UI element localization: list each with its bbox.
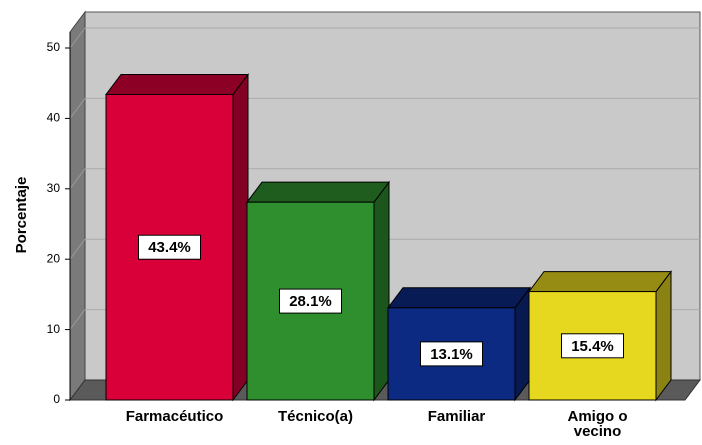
y-tick-label: 10 xyxy=(47,322,61,336)
value-label-box xyxy=(279,288,342,314)
grid-line xyxy=(69,168,86,190)
bar-top xyxy=(387,287,531,309)
grid-line xyxy=(69,309,86,330)
bar-side xyxy=(373,180,390,402)
bar-side xyxy=(655,270,672,402)
y-tick-label: 20 xyxy=(47,251,61,265)
y-tick-label: 50 xyxy=(47,40,61,54)
x-tick-label: Farmacéutico xyxy=(125,408,224,425)
grid-line xyxy=(69,238,86,260)
bar-top xyxy=(528,271,672,293)
left-wall xyxy=(69,10,86,402)
y-tick-label: 40 xyxy=(47,111,61,125)
bar-top xyxy=(246,181,390,203)
x-tick-label: Amigo o vecino xyxy=(567,408,628,440)
value-label: 43.4% xyxy=(148,239,191,256)
y-axis-label: Porcentaje xyxy=(13,177,30,254)
value-label: 15.4% xyxy=(571,338,614,355)
x-tick-label: Técnico(a) xyxy=(277,408,353,425)
y-tick-label: 0 xyxy=(53,392,60,406)
x-tick-label: Familiar xyxy=(427,408,486,425)
value-label-box xyxy=(420,341,483,367)
value-label-box xyxy=(561,333,624,359)
bar-side xyxy=(232,72,249,402)
y-tick-label: 30 xyxy=(47,181,61,195)
value-label-box xyxy=(138,234,201,260)
value-label: 13.1% xyxy=(430,346,473,363)
bar-top xyxy=(105,73,249,95)
value-label: 28.1% xyxy=(289,293,332,310)
grid-line xyxy=(69,27,86,49)
grid-line xyxy=(69,98,86,119)
